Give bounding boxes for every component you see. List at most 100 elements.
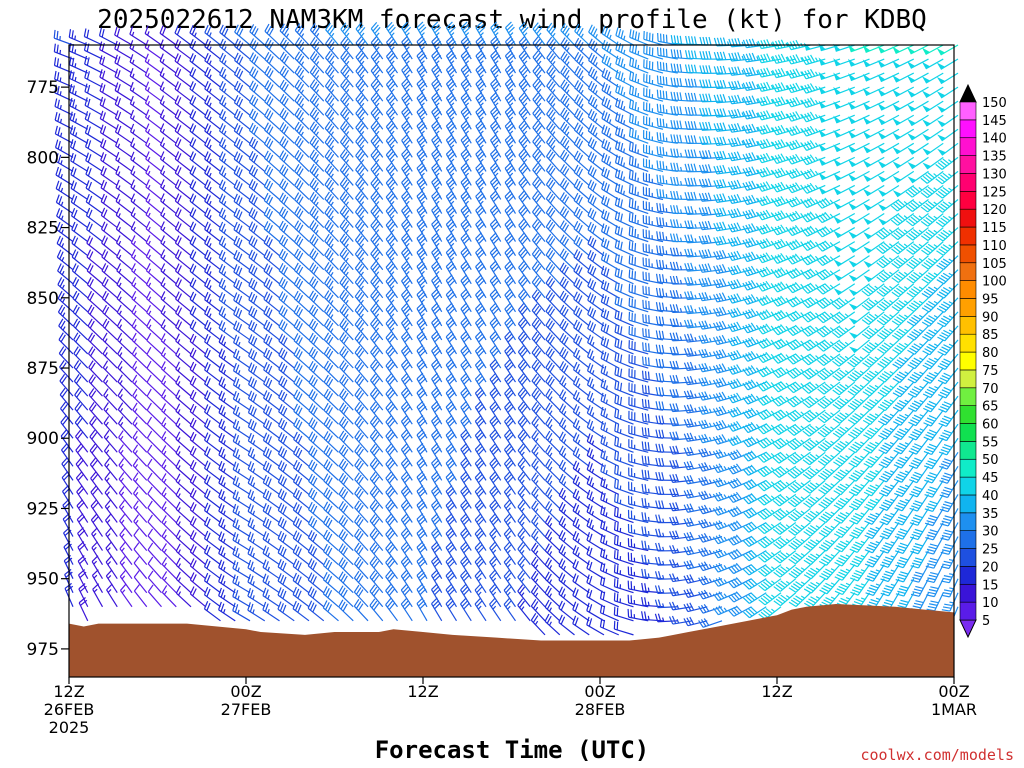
wind-barb xyxy=(147,472,162,495)
wind-barb xyxy=(118,430,133,453)
wind-barb xyxy=(400,513,413,537)
colorbar-max-arrow xyxy=(959,83,977,103)
wind-barb xyxy=(69,139,89,158)
wind-barb xyxy=(175,571,192,594)
wind-barb xyxy=(204,249,221,271)
colorbar-label: 20 xyxy=(982,560,999,575)
wind-barb xyxy=(628,311,649,327)
wind-barb xyxy=(628,241,649,257)
wind-barb xyxy=(78,583,89,608)
colorbar-swatch xyxy=(959,601,977,621)
wind-barb xyxy=(84,97,103,116)
wind-barb xyxy=(175,543,192,566)
wind-barb xyxy=(189,95,207,116)
wind-barb xyxy=(159,123,177,144)
wind-barb xyxy=(204,376,221,397)
wind-barb xyxy=(71,235,89,257)
wind-barb xyxy=(489,527,502,551)
wind-barb xyxy=(742,450,767,462)
wind-barb xyxy=(147,556,162,580)
wind-barb xyxy=(742,194,767,206)
wind-barb xyxy=(203,530,221,552)
wind-barb xyxy=(713,292,737,303)
wind-barb xyxy=(742,507,767,519)
wind-barb xyxy=(147,570,162,594)
wind-barb xyxy=(204,277,221,299)
wind-barb xyxy=(935,227,959,242)
wind-barb xyxy=(85,207,103,229)
wind-barb xyxy=(503,597,516,622)
wind-barb xyxy=(757,337,782,349)
wind-barb xyxy=(504,400,517,425)
wind-barb xyxy=(322,600,339,622)
wind-barb xyxy=(614,323,634,341)
wind-barb xyxy=(189,502,207,523)
wind-barb xyxy=(84,55,103,74)
wind-barb xyxy=(57,304,74,327)
colorbar-swatch xyxy=(959,351,977,371)
wind-barb xyxy=(503,443,517,467)
wind-barb xyxy=(102,332,118,355)
wind-barb xyxy=(116,290,133,313)
wind-barb xyxy=(133,528,148,551)
wind-barb xyxy=(742,52,767,63)
wind-barb xyxy=(160,263,177,285)
wind-barb xyxy=(742,95,767,106)
wind-barb xyxy=(54,112,74,130)
wind-barb xyxy=(698,348,723,359)
wind-barb xyxy=(629,57,649,74)
wind-barb xyxy=(728,94,752,105)
wind-barb xyxy=(939,466,959,484)
wind-barb xyxy=(160,291,177,313)
wind-barb xyxy=(189,403,207,425)
wind-barb xyxy=(416,597,428,622)
wind-barb xyxy=(145,165,162,186)
wind-barb xyxy=(147,500,162,523)
wind-barb xyxy=(159,53,177,74)
wind-barb xyxy=(727,520,752,532)
wind-barb xyxy=(160,333,177,355)
wind-barb xyxy=(203,572,221,594)
colorbar-label: 90 xyxy=(982,310,999,325)
wind-barb xyxy=(204,151,221,172)
wind-barb xyxy=(204,263,221,285)
colorbar-label: 95 xyxy=(982,292,999,307)
wind-barb xyxy=(130,221,148,243)
wind-barb xyxy=(613,592,634,608)
wind-barb xyxy=(189,165,207,186)
wind-barb xyxy=(219,66,236,88)
wind-barb xyxy=(503,457,516,481)
wind-barb xyxy=(189,207,207,229)
wind-barb xyxy=(936,255,959,271)
wind-barb xyxy=(85,193,103,215)
wind-barb xyxy=(518,218,531,242)
wind-barb xyxy=(614,394,634,411)
wind-barb xyxy=(558,614,575,636)
wind-barb xyxy=(698,362,723,373)
wind-barb xyxy=(713,278,737,289)
wind-barb xyxy=(146,346,162,369)
wind-barb xyxy=(189,221,207,243)
wind-barb xyxy=(400,569,413,594)
wind-barb xyxy=(489,443,502,467)
y-tick-label: 800 xyxy=(27,148,59,168)
colorbar-swatch xyxy=(959,191,977,210)
wind-barb xyxy=(92,583,104,608)
x-tick-label: 00Z xyxy=(584,682,615,701)
wind-barb xyxy=(204,418,221,439)
wind-barb xyxy=(189,488,207,509)
wind-barb xyxy=(102,318,118,341)
wind-barb xyxy=(292,600,310,622)
wind-barb xyxy=(628,184,649,201)
wind-barb xyxy=(757,323,782,335)
wind-barb xyxy=(85,166,103,186)
x-tick-label: 2025 xyxy=(49,718,90,737)
wind-barb xyxy=(727,137,752,148)
wind-barb xyxy=(757,138,782,150)
wind-barb xyxy=(87,304,103,327)
wind-barb xyxy=(385,176,398,200)
wind-barb xyxy=(59,387,74,411)
wind-barb xyxy=(59,373,74,397)
wind-barb xyxy=(131,277,148,299)
